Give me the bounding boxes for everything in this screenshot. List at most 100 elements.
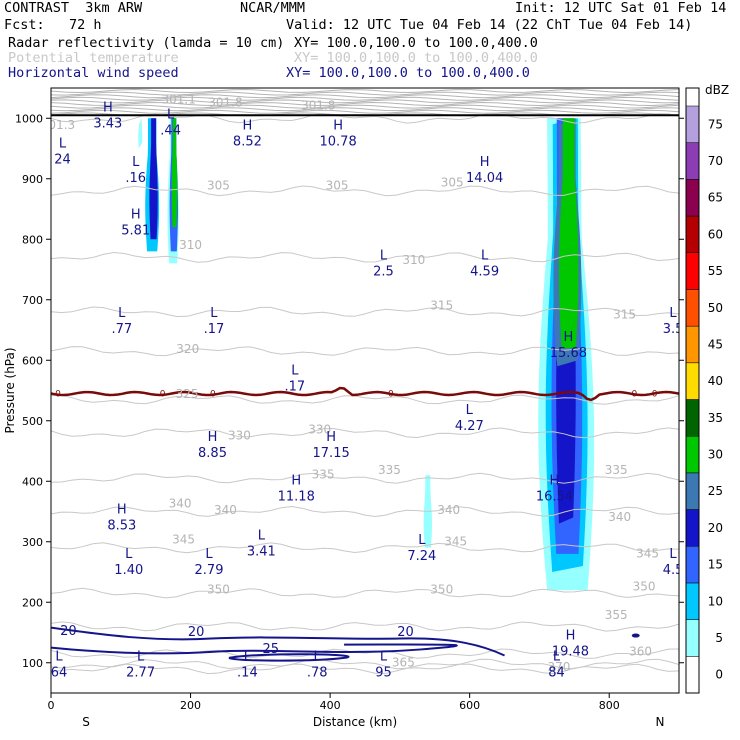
colorbar-level-label: 60 — [708, 227, 723, 241]
wind-extremum-L: L4.27 — [455, 403, 484, 434]
extremum-value: .17 — [204, 322, 225, 337]
y-tick-label: 400 — [22, 475, 43, 488]
wind-extremum-H: H8.85 — [198, 430, 227, 461]
wind-extremum-L: L4.59 — [470, 249, 499, 280]
wind-extremum-L: L2.79 — [195, 547, 224, 578]
x-tick-label: 400 — [320, 699, 341, 712]
extremum-value: 10.78 — [320, 134, 357, 149]
extremum-value: 2.5 — [373, 265, 394, 280]
extremum-value: .44 — [160, 124, 181, 139]
theta-isentrope-310 — [51, 251, 679, 263]
y-tick-label: 700 — [22, 294, 43, 307]
field-wind-name: Horizontal wind speed — [8, 65, 179, 81]
theta-isentrope-350 — [51, 587, 679, 599]
wind-extremum-L: L.17 — [285, 363, 306, 394]
y-tick-label: 900 — [22, 173, 43, 186]
x-tick-label: 600 — [459, 699, 480, 712]
x-axis-label: Distance (km) — [313, 715, 397, 729]
wind-contour-25 — [51, 643, 458, 655]
colorbar-level-label: 20 — [708, 521, 723, 535]
extremum-value: 64 — [51, 666, 68, 681]
north-label: N — [656, 715, 665, 729]
theta-upper-isentrope — [51, 109, 679, 114]
extremum-type: L — [258, 529, 266, 544]
extremum-type: L — [466, 403, 474, 418]
extremum-value: 3.5 — [663, 322, 684, 337]
extremum-type: H — [480, 155, 490, 170]
extremum-value: 84 — [548, 666, 565, 681]
theta-label: 335 — [605, 463, 628, 477]
extremum-value: 5.81 — [121, 223, 150, 238]
theta-label: 355 — [605, 608, 628, 622]
wind-extremum-L: L24 — [54, 137, 71, 168]
freezing-level-label: 0 — [388, 390, 394, 400]
theta-upper-isentrope — [51, 107, 679, 112]
theta-isentrope-301.8 — [51, 112, 679, 124]
theta-label: 301.8 — [208, 96, 242, 110]
extremum-value: 3.43 — [93, 116, 122, 131]
colorbar-level-label: 5 — [715, 631, 723, 645]
wind-contour-20 — [51, 626, 505, 657]
wind-extremum-H: H8.53 — [107, 503, 136, 534]
wind-extremum-H: H19.48 — [552, 628, 589, 659]
reflectivity-cell-small — [138, 118, 143, 149]
theta-isentrope-315 — [51, 306, 679, 318]
wind-extremum-L: L.78 — [307, 650, 328, 681]
extremum-value: 4.27 — [455, 419, 484, 434]
theta-isentrope-305 — [51, 185, 679, 197]
extremum-type: H — [103, 100, 113, 115]
extremum-value: 2.77 — [126, 666, 155, 681]
wind-contour-small — [631, 633, 640, 638]
wind-extremum-H: H10.78 — [320, 118, 357, 149]
extremum-type: L — [553, 650, 561, 665]
colorbar-level-label: 0 — [715, 668, 723, 682]
freezing-level-line — [51, 386, 679, 402]
extremum-type: L — [380, 650, 388, 665]
theta-label: 340 — [169, 497, 192, 511]
theta-label: 345 — [444, 534, 467, 548]
theta-upper-isentrope — [51, 104, 679, 109]
extremum-value: 11.18 — [278, 490, 315, 505]
wind-extremum-L: L1.40 — [114, 547, 143, 578]
wind-contour-label: 20 — [188, 625, 205, 640]
theta-isentrope-360 — [51, 648, 679, 659]
extremum-type: L — [210, 306, 218, 321]
colorbar-level-label: 40 — [708, 374, 723, 388]
wind-extremum-H: H17.15 — [313, 430, 350, 461]
extremum-type: H — [131, 207, 141, 222]
theta-isentrope-370 — [51, 663, 679, 675]
theta-label: 345 — [636, 546, 659, 560]
init-time: Init: 12 UTC Sat 01 Feb 14 — [515, 0, 727, 16]
extremum-type: L — [59, 137, 67, 152]
theta-label: 340 — [437, 503, 460, 517]
theta-label: 325 — [176, 387, 199, 401]
extremum-type: L — [118, 306, 126, 321]
y-tick-label: 800 — [22, 233, 43, 246]
extremum-type: L — [55, 650, 63, 665]
field-theta-name: Potential temperature — [8, 50, 179, 66]
field-wind-xy: XY= 100.0,100.0 to 100.0,400.0 — [286, 65, 530, 81]
freezing-level-label: 0 — [652, 390, 658, 400]
theta-isentrope-340 — [51, 505, 679, 518]
extremum-value: 14.04 — [466, 171, 503, 186]
theta-upper-isentrope — [51, 101, 679, 107]
extremum-type: L — [481, 249, 489, 264]
wind-extremum-L: L.14 — [237, 650, 258, 681]
field-reflectivity-name: Radar reflectivity (lamda = 10 cm) — [8, 35, 285, 51]
reflectivity-shading — [138, 118, 595, 591]
colorbar: dBZ 0 5 10 15 20 25 30 35 40 45 50 55 60 65 70 75 — [685, 83, 729, 694]
colorbar-level-label: 35 — [708, 411, 723, 425]
extremum-value: 1.40 — [114, 563, 143, 578]
theta-isentrope-345 — [51, 542, 679, 554]
extremum-type: L — [137, 650, 145, 665]
extremum-type: L — [418, 533, 426, 548]
wind-extremum-H: H11.18 — [278, 474, 315, 505]
theta-upper-isentrope — [51, 91, 679, 96]
wind-contour-25-closed — [228, 653, 350, 662]
extremum-value: 3.41 — [247, 545, 276, 560]
extremum-value: 4.5 — [663, 563, 684, 578]
plot-frame — [50, 87, 680, 694]
extremum-value: 8.85 — [198, 446, 227, 461]
theta-upper-isentrope — [51, 88, 679, 94]
